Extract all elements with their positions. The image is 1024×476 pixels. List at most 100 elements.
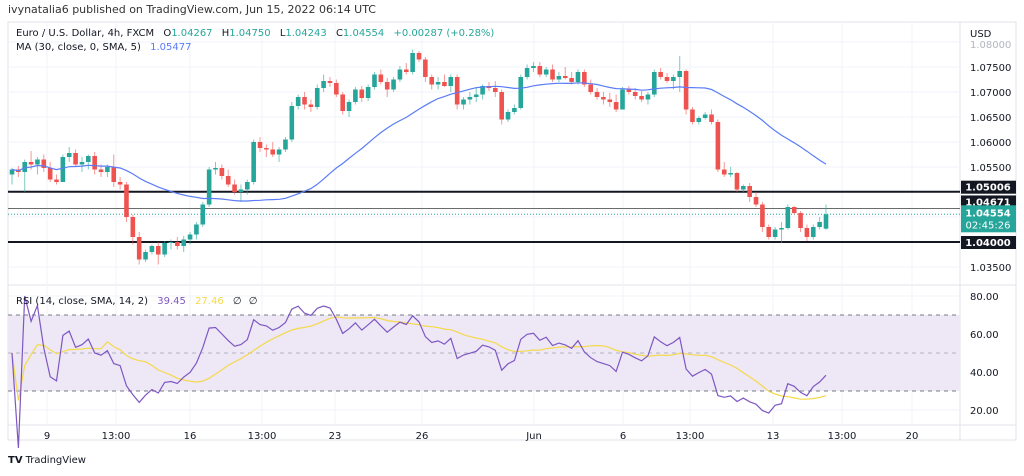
candle-body [804, 228, 810, 237]
candle [607, 93, 613, 107]
candle [709, 109, 714, 125]
rsi-tick-label: 40.00 [970, 368, 999, 379]
candle [302, 92, 307, 110]
ma-value: 1.05477 [150, 42, 191, 53]
candle [562, 67, 568, 80]
candle [410, 49, 415, 75]
time-tick-label: 26 [416, 431, 429, 442]
candle [41, 154, 47, 172]
candle [187, 232, 193, 245]
candle [493, 81, 498, 97]
candle-body [41, 159, 47, 168]
candle [696, 116, 702, 125]
candle-body [524, 68, 530, 77]
candle-body [289, 106, 295, 140]
candle [734, 172, 740, 192]
candle-body [734, 173, 740, 190]
price-tick-label: 1.03500 [970, 263, 1011, 274]
candle [47, 162, 53, 182]
candle [429, 74, 435, 90]
time-tick-label: 20 [906, 431, 919, 442]
candle [639, 91, 644, 102]
candle-body [454, 77, 460, 105]
candle-body [105, 167, 110, 172]
candle-body [588, 84, 594, 92]
candle [219, 164, 225, 180]
candle-body [397, 69, 403, 80]
candle [804, 224, 810, 241]
candle [550, 64, 555, 82]
candle [206, 167, 212, 207]
candle [601, 92, 606, 105]
candle-body [651, 72, 657, 95]
candle-body [709, 114, 714, 122]
candle [416, 51, 422, 62]
candle [798, 211, 803, 232]
candle-body [283, 139, 288, 150]
open-value: 1.04267 [171, 28, 212, 39]
time-axis[interactable]: 9 13:00 16 13:00 23 26 Jun 6 13:00 13 13:00 20 [44, 431, 919, 442]
tradingview-logo[interactable]: TV TradingView [8, 455, 86, 466]
candle-body [671, 77, 676, 81]
candle-body [327, 81, 333, 83]
candle-body [760, 204, 765, 227]
candle-body [582, 72, 587, 85]
candle [244, 179, 250, 195]
candle [620, 87, 625, 110]
candle-body [645, 94, 651, 100]
rsi-ma-line [11, 316, 827, 401]
candle-body [715, 122, 721, 170]
candle [73, 149, 78, 167]
candle [359, 86, 365, 102]
rsi-tick-label: 60.00 [970, 330, 999, 341]
candle [588, 79, 594, 95]
ma-legend[interactable]: MA (30, close, 0, SMA, 5) 1.05477 [16, 42, 191, 53]
candle-body [73, 153, 78, 165]
candle-body [314, 88, 320, 107]
candle-body [22, 162, 28, 172]
candle-body [766, 227, 772, 237]
candle-body [92, 156, 97, 170]
candle-body [353, 89, 358, 102]
candle-body [473, 94, 479, 97]
candle-body [194, 224, 199, 235]
candle-body [302, 97, 307, 105]
candle [664, 73, 670, 83]
candle [372, 72, 377, 90]
candle-body [391, 79, 396, 90]
rsi-value: 39.45 [157, 296, 186, 307]
candle [168, 239, 174, 250]
low-value: 1.04243 [285, 28, 326, 39]
candle [423, 57, 428, 82]
candle [346, 99, 352, 117]
candle-body [98, 169, 104, 172]
candle-body [626, 89, 632, 92]
candle [270, 142, 276, 157]
candle [130, 214, 136, 245]
candle [200, 202, 206, 227]
level-label-box [961, 195, 1016, 209]
candle-body [518, 77, 524, 108]
level-label: 1.04671 [965, 197, 1011, 208]
candle [9, 168, 15, 185]
candle [683, 69, 689, 115]
price-axis[interactable]: 1.08000 1.07500 1.07000 1.06500 1.06000 1.055… [970, 40, 1011, 274]
candle-body [423, 59, 428, 77]
candle-body [575, 72, 581, 82]
candle-body [54, 179, 59, 182]
rsi-axis[interactable]: 80.00 60.00 40.00 20.00 [970, 292, 999, 417]
candle-body [594, 92, 600, 97]
candle [817, 217, 822, 230]
candle-body [543, 69, 549, 75]
rsi-legend[interactable]: RSI (14, close, SMA, 14, 2) 39.45 27.46 … [16, 296, 258, 307]
candle-body [168, 242, 174, 243]
candle-body [779, 228, 784, 230]
candle [117, 177, 123, 190]
candle [537, 62, 543, 77]
candle-body [378, 74, 384, 82]
candle [283, 137, 288, 152]
candle-body [791, 207, 797, 213]
candle [321, 74, 326, 92]
